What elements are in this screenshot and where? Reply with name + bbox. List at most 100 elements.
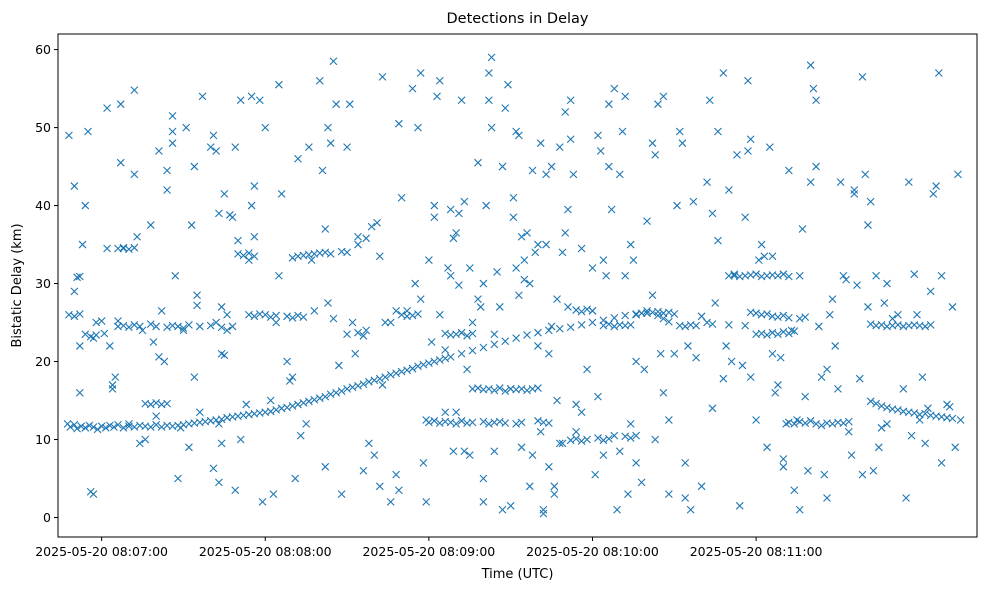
data-point [375,374,384,383]
data-point [310,395,319,404]
y-tick-label: 60 [35,42,51,57]
data-point [296,431,305,440]
data-point [171,271,180,280]
data-point [373,218,381,227]
data-point [435,76,444,85]
data-point [779,328,788,336]
data-point [155,147,163,155]
data-point [97,317,106,325]
data-point [250,252,259,261]
data-point [152,398,161,407]
data-point [460,197,469,206]
data-point [806,61,815,70]
data-point [195,322,204,331]
data-point [512,334,521,343]
data-point [247,92,256,101]
data-point [479,474,488,483]
data-point [403,366,411,375]
data-point [463,331,471,340]
data-point [190,162,199,171]
data-point [547,322,556,331]
data-point [795,314,804,323]
data-point [812,420,820,428]
data-point [245,310,253,319]
data-point [392,306,401,315]
data-point [479,279,488,288]
data-point [572,306,581,314]
data-point [266,407,275,416]
data-point [343,330,351,339]
data-point [583,305,591,314]
data-point [553,396,561,405]
data-point [397,367,406,376]
data-point [534,328,542,337]
data-point [272,318,281,327]
data-point [626,420,635,428]
data-point [697,312,706,321]
data-point [664,490,673,498]
data-point [310,306,319,315]
data-point [285,377,294,385]
data-point [602,271,611,280]
data-point [70,420,79,429]
data-point [613,505,621,514]
data-point [414,362,422,371]
data-point [724,186,733,194]
data-point [588,306,597,315]
data-point [814,322,823,331]
data-point [424,359,433,367]
data-point [474,295,482,304]
data-point [362,326,371,335]
x-tick-label: 2025-05-20 08:08:00 [199,544,332,559]
data-point [274,80,283,89]
data-point [441,408,450,417]
data-point [610,322,619,331]
data-point [269,490,278,498]
data-point [288,373,297,382]
y-tick-label: 20 [35,354,51,369]
data-point [673,201,681,210]
data-point [542,170,551,179]
data-point [315,76,324,85]
data-point [446,271,455,280]
data-point [763,443,771,452]
data-point [490,386,499,395]
data-point [558,439,567,448]
data-point [130,423,139,431]
data-point [111,373,120,382]
data-point [326,390,335,399]
data-point [730,270,739,279]
data-point [801,313,810,321]
data-point [215,209,223,218]
data-point [386,370,395,379]
data-point [675,127,684,136]
data-point [738,361,747,370]
data-point [528,451,537,460]
data-point [512,127,521,136]
data-point [809,84,818,93]
data-point [523,331,531,339]
data-point [326,139,335,148]
data-point [774,381,782,389]
data-point [84,127,92,136]
data-point [954,170,962,179]
data-point [119,423,128,432]
data-point [763,331,771,339]
data-point [299,313,308,321]
data-point [89,423,98,431]
data-point [629,256,638,265]
data-point [806,178,815,187]
data-point [354,232,362,241]
data-point [697,482,706,491]
data-point [779,270,788,279]
data-point [468,418,477,427]
data-point [610,313,619,322]
data-point [75,310,84,318]
data-point [392,470,401,479]
data-point [664,317,673,326]
data-point [66,423,75,431]
data-point [880,299,889,307]
data-point [321,248,330,257]
data-point [831,342,840,350]
y-tick-label: 50 [35,120,51,135]
